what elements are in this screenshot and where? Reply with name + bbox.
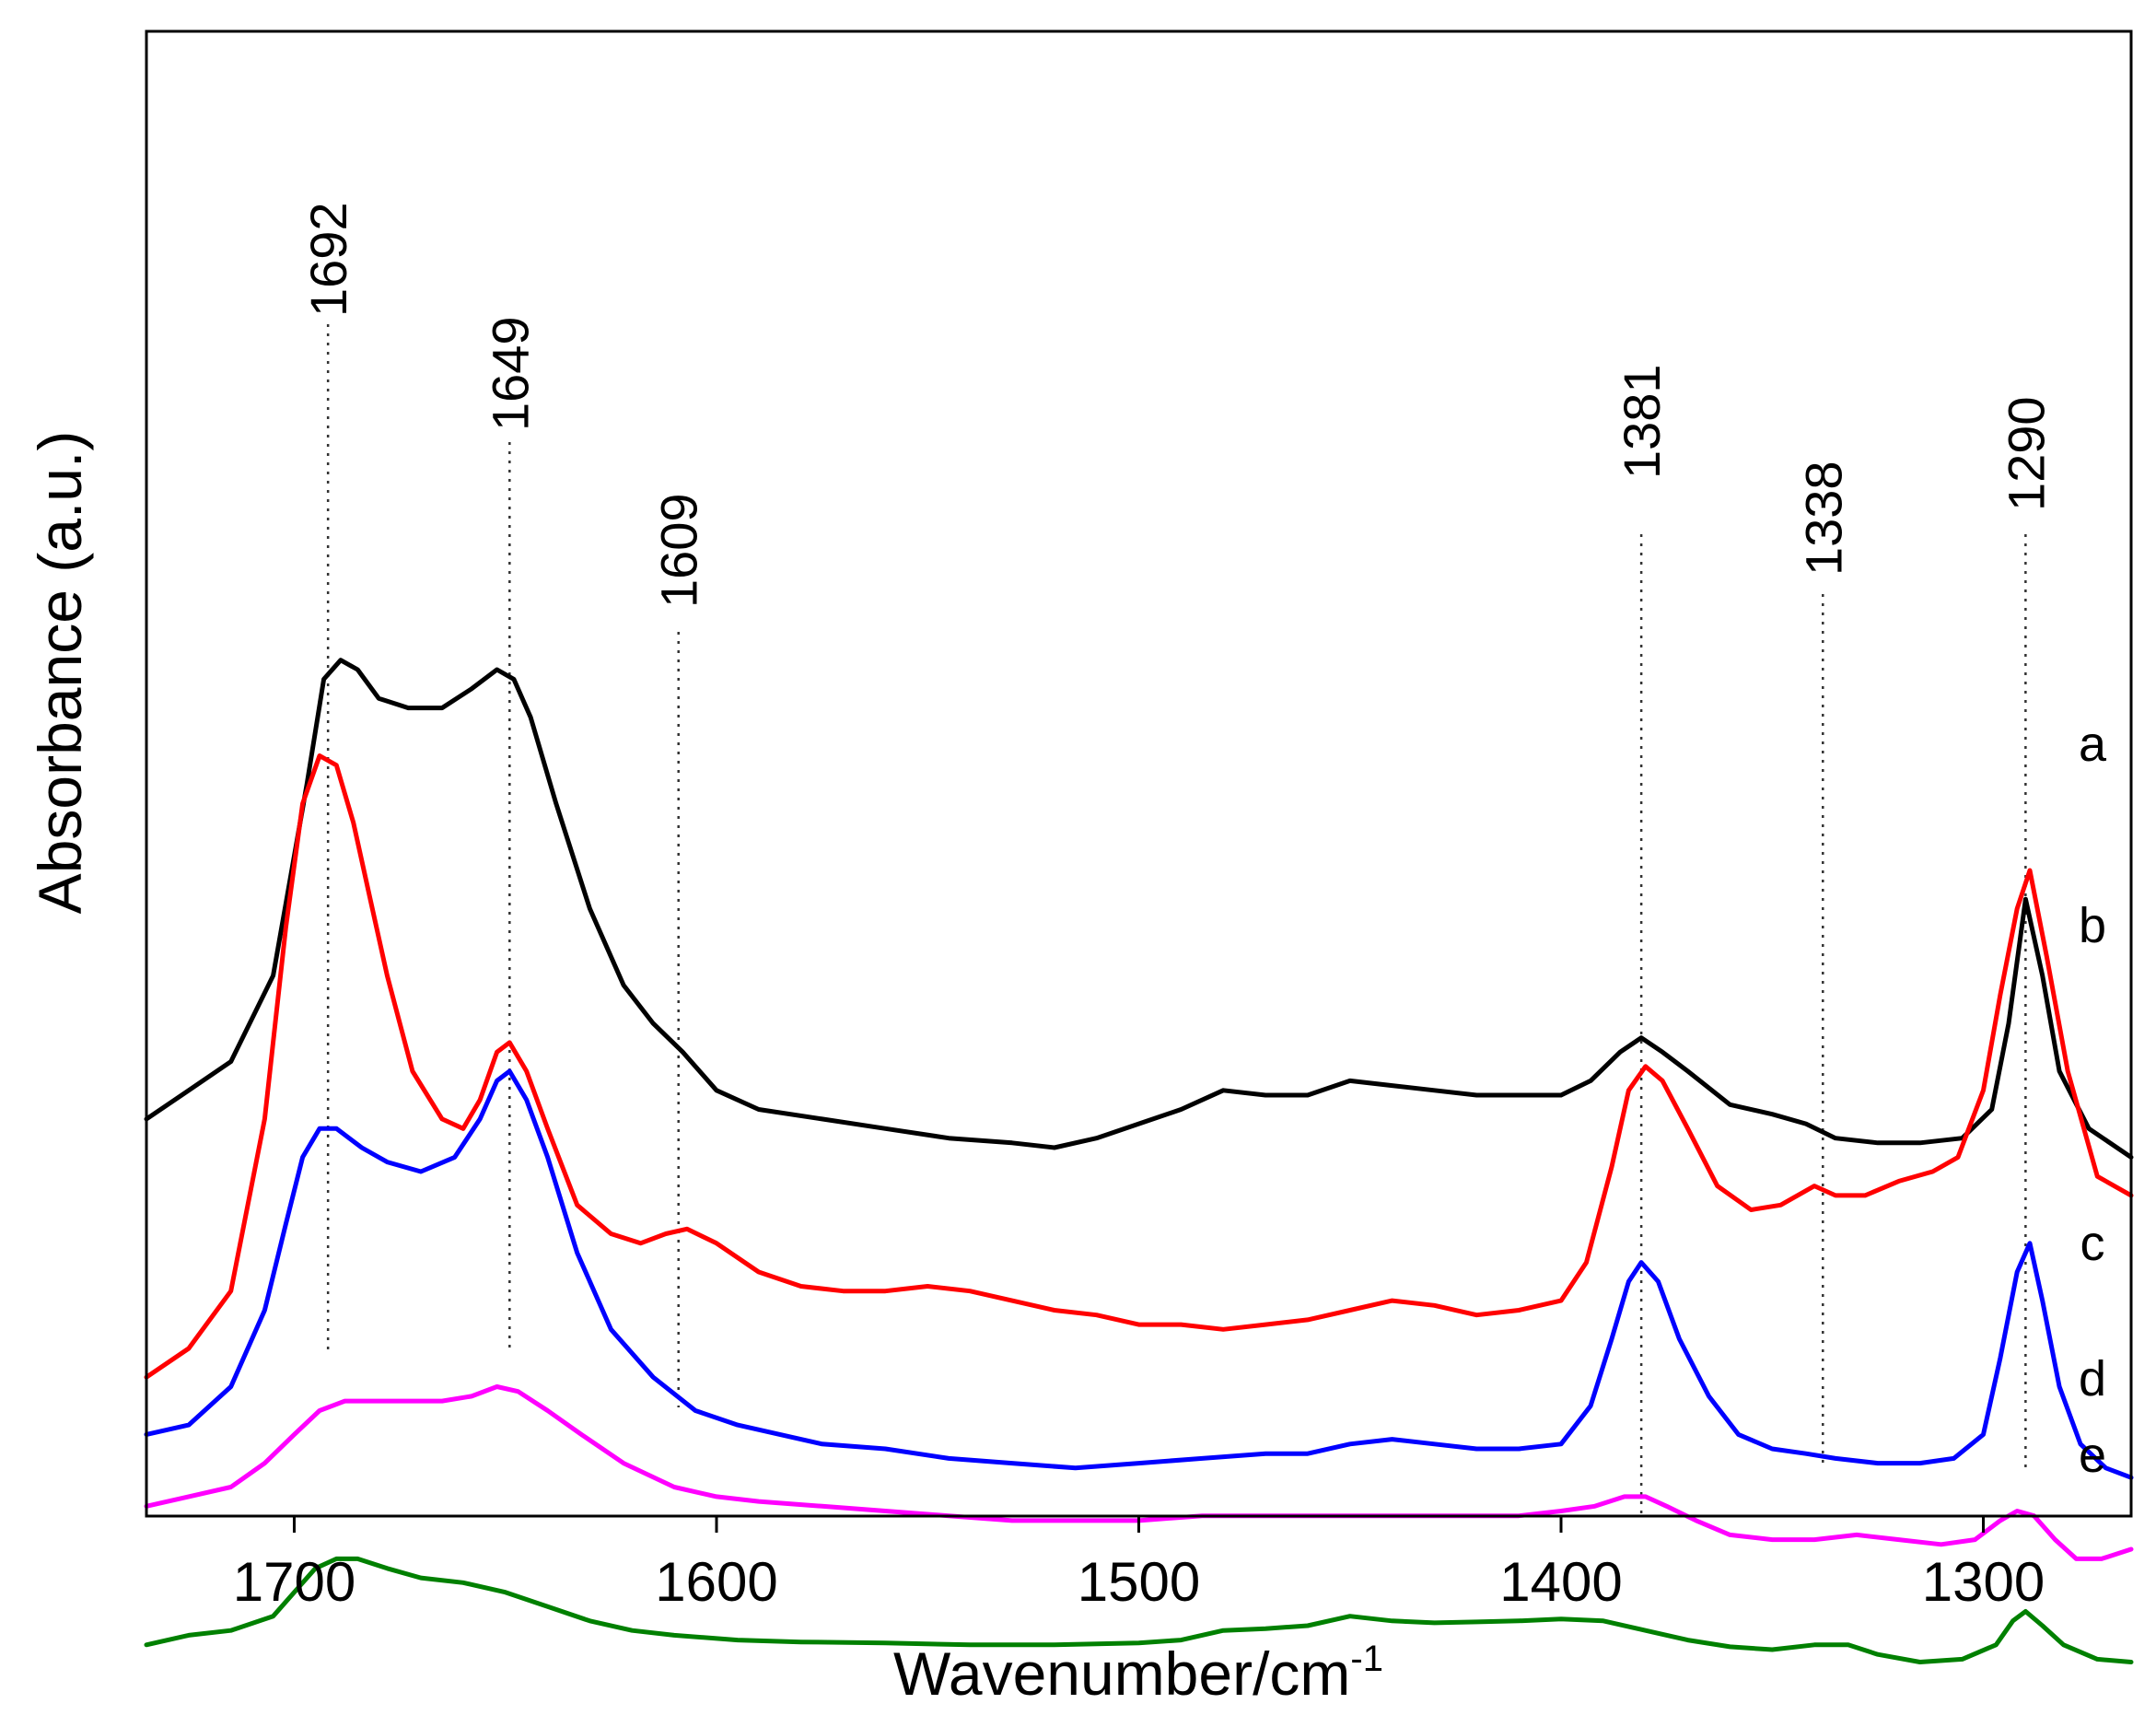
x-tick-label-1600: 1600 — [655, 1551, 777, 1613]
series-line-a — [144, 658, 2134, 1160]
series-label-a: a — [2079, 717, 2107, 772]
y-axis-title: Absorbance (a.u.) — [26, 431, 94, 915]
peak-label-1649: 1649 — [481, 316, 539, 431]
x-axis-title: Wavenumber/cm-1 — [893, 1639, 1383, 1708]
plot-frame — [145, 29, 2133, 1518]
peak-marker-layer: 1692 1649 1609 1381 1338 1290 — [299, 202, 2055, 1515]
series-layer — [144, 658, 2134, 1664]
series-line-b — [144, 753, 2134, 1380]
series-line-c — [144, 1068, 2134, 1480]
x-axis-title-superscript: -1 — [1350, 1639, 1383, 1679]
peak-label-1692: 1692 — [299, 202, 357, 317]
peak-label-1381: 1381 — [1613, 364, 1671, 479]
series-line-d — [144, 1384, 2134, 1561]
peak-label-1338: 1338 — [1794, 461, 1852, 576]
series-label-b: b — [2079, 898, 2106, 953]
series-label-c: c — [2080, 1216, 2105, 1271]
x-axis-ticks: 1700 1600 1500 1400 1300 — [233, 1516, 2045, 1613]
series-label-layer: a b c de — [2079, 717, 2107, 1483]
x-tick-label-1400: 1400 — [1499, 1551, 1622, 1613]
x-tick-label-1500: 1500 — [1078, 1551, 1200, 1613]
peak-label-1609: 1609 — [650, 493, 708, 608]
x-tick-label-1300: 1300 — [1922, 1551, 2045, 1613]
x-tick-label-1700: 1700 — [233, 1551, 355, 1613]
series-line-e — [144, 1556, 2134, 1664]
peak-label-1290: 1290 — [1997, 396, 2055, 511]
x-axis-title-text: Wavenumber/cm — [893, 1639, 1350, 1708]
series-label-d: d — [2079, 1351, 2106, 1406]
series-label-e: e — [2079, 1428, 2106, 1483]
